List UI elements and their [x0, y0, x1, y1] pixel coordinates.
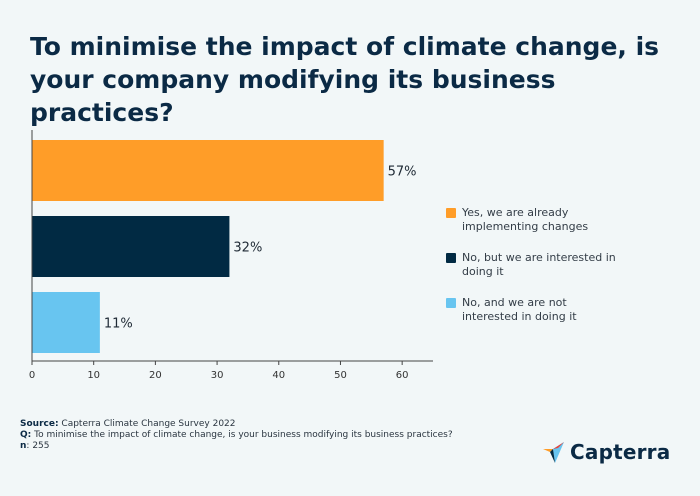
sample-size-label: n: [20, 441, 27, 451]
chart-title: To minimise the impact of climate change…: [30, 32, 660, 127]
x-tick-label: 40: [272, 370, 285, 381]
legend-label-no-interested: No, but we are interested in doing it: [462, 251, 616, 278]
legend-swatch-no-not-interested: [446, 298, 456, 308]
data-label-yes: 57%: [388, 165, 417, 180]
x-tick-label: 20: [149, 370, 162, 381]
legend-swatch-no-interested: [446, 253, 456, 263]
legend: Yes, we are already implementing changes…: [446, 206, 626, 341]
legend-swatch-yes: [446, 208, 456, 218]
bar-no-interested: [32, 216, 230, 277]
x-tick-label: 30: [211, 370, 224, 381]
question-label: Q:: [20, 430, 32, 440]
data-label-no-interested: 32%: [233, 241, 262, 256]
bar-yes: [32, 140, 384, 201]
legend-item-no-interested: No, but we are interested in doing it: [446, 251, 626, 279]
sample-size-line: n: 255: [20, 441, 453, 452]
legend-item-yes: Yes, we are already implementing changes: [446, 206, 626, 234]
x-tick-label: 50: [334, 370, 347, 381]
brand-name: Capterra: [570, 440, 671, 464]
source-text: Capterra Climate Change Survey 2022: [58, 419, 236, 429]
source-label: Source:: [20, 419, 59, 429]
x-tick-label: 60: [396, 370, 409, 381]
question-line: Q: To minimise the impact of climate cha…: [20, 430, 453, 441]
question-text: To minimise the impact of climate change…: [31, 430, 453, 440]
legend-label-no-not-interested: No, and we are not interested in doing i…: [462, 296, 577, 323]
x-tick-label: 10: [87, 370, 100, 381]
legend-label-yes: Yes, we are already implementing changes: [462, 206, 589, 233]
x-tick-label: 0: [29, 370, 35, 381]
data-label-no-not-interested: 11%: [104, 317, 133, 332]
capterra-logo-icon: [543, 442, 564, 463]
legend-item-no-not-interested: No, and we are not interested in doing i…: [446, 296, 626, 324]
capterra-logo: Capterra: [542, 440, 670, 464]
bar-no-not-interested: [32, 292, 100, 353]
sample-size-text: : 255: [26, 441, 50, 451]
source-line: Source: Capterra Climate Change Survey 2…: [20, 419, 453, 430]
chart-footer: Source: Capterra Climate Change Survey 2…: [20, 419, 453, 452]
